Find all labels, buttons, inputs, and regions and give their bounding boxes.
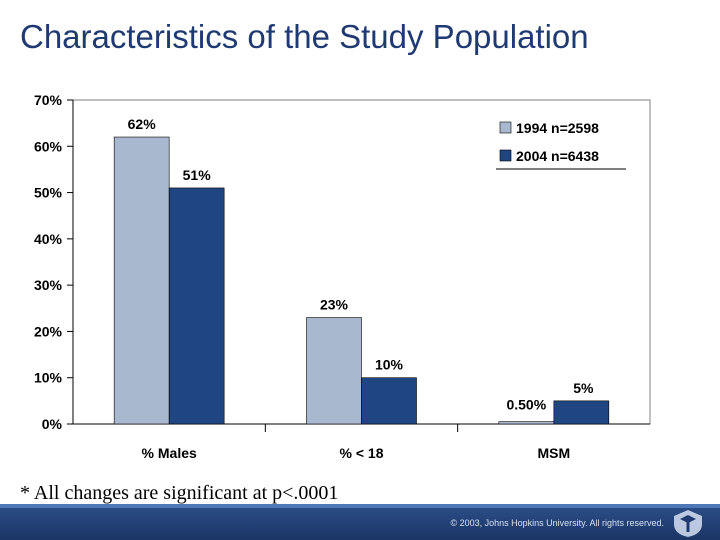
bar-chart: 0% 10% 20% 30% 40% 50% 60% 70% % Males % < 18 MSM 6… — [34, 92, 651, 461]
copyright-text: © 2003, Johns Hopkins University. All ri… — [450, 518, 664, 528]
data-label: 62% — [128, 116, 157, 132]
y-tick-label: 0% — [42, 416, 63, 432]
data-label: 5% — [573, 380, 594, 396]
bar-1994 — [113, 136, 170, 425]
data-label: 0.50% — [506, 397, 546, 413]
data-label: 23% — [320, 297, 349, 313]
bar-2004 — [168, 187, 225, 425]
y-tick-label: 20% — [34, 323, 63, 339]
bar-1994 — [306, 317, 362, 425]
y-tick-label: 60% — [34, 138, 63, 154]
slide-title: Characteristics of the Study Population — [20, 18, 589, 55]
data-label: 10% — [375, 357, 404, 373]
y-tick-label: 10% — [34, 370, 63, 386]
y-tick-label: 30% — [34, 277, 63, 293]
legend-label: 2004 n=6438 — [516, 148, 599, 164]
bar-2004 — [361, 377, 417, 425]
legend-label: 1994 n=2598 — [516, 120, 599, 136]
x-tick-label: % Males — [142, 445, 197, 461]
legend-swatch — [499, 149, 512, 162]
legend-swatch — [499, 121, 512, 134]
y-tick-label: 50% — [34, 185, 63, 201]
x-tick-label: MSM — [537, 445, 570, 461]
footer-bar — [0, 504, 720, 540]
x-tick-label: % < 18 — [340, 445, 384, 461]
y-tick-label: 40% — [34, 231, 63, 247]
bar-2004 — [553, 400, 610, 425]
footer-stripe — [0, 504, 720, 508]
bar-1994 — [498, 421, 555, 425]
footnote: * All changes are significant at p<.0001 — [20, 482, 339, 504]
data-label: 51% — [183, 167, 212, 183]
university-seal-icon — [674, 510, 702, 537]
y-tick-label: 70% — [34, 92, 63, 108]
